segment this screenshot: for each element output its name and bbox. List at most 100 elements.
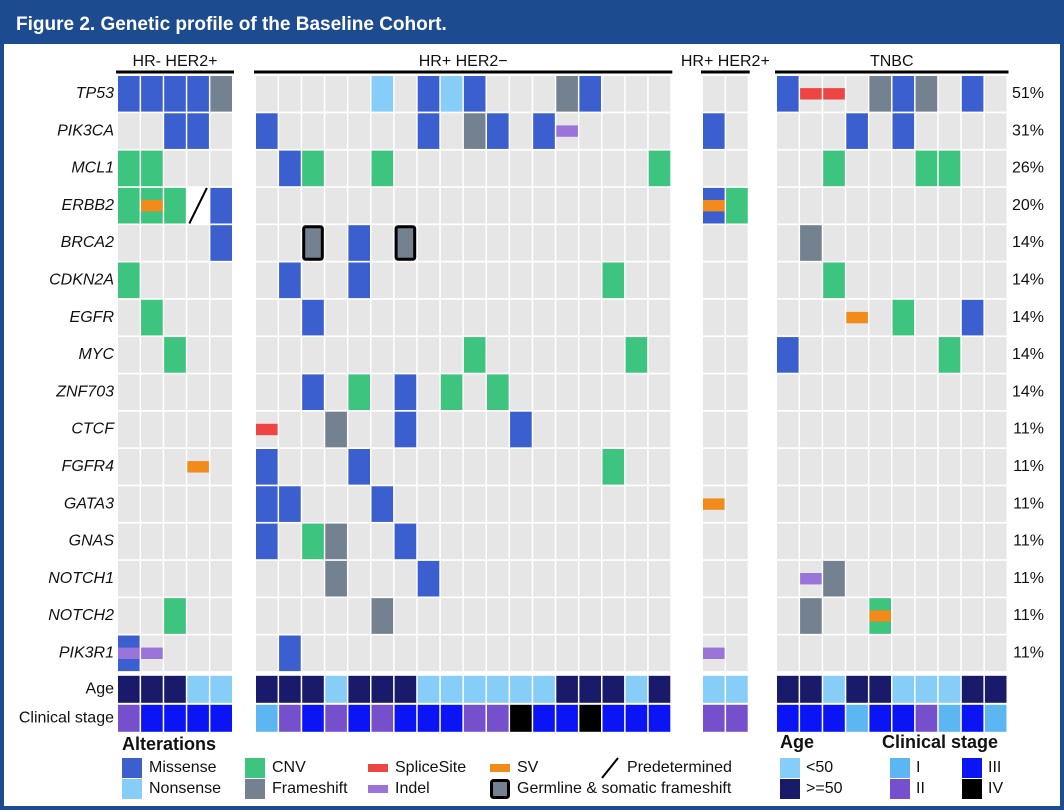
cell-background bbox=[325, 76, 347, 112]
gene-label: GATA3 bbox=[64, 495, 114, 512]
cell-background bbox=[556, 262, 578, 299]
cell-background bbox=[579, 598, 601, 634]
cell-background bbox=[487, 299, 509, 336]
alteration-cell bbox=[210, 187, 232, 224]
cell-background bbox=[703, 449, 725, 485]
alteration-cell bbox=[371, 76, 394, 112]
cell-background bbox=[325, 374, 347, 410]
age-cell bbox=[325, 675, 347, 703]
cell-background bbox=[210, 560, 232, 597]
cell-background bbox=[846, 486, 868, 522]
legend-label: Nonsense bbox=[149, 780, 221, 797]
cell-background bbox=[394, 635, 417, 672]
cell-background bbox=[348, 299, 370, 336]
cell-background bbox=[892, 411, 915, 448]
alteration-cell bbox=[325, 523, 347, 560]
cell-background bbox=[602, 635, 625, 672]
cell-background bbox=[648, 560, 671, 597]
cell-background bbox=[726, 225, 748, 261]
cell-background bbox=[915, 337, 938, 373]
cell-background bbox=[648, 598, 671, 634]
cell-background bbox=[325, 299, 347, 336]
cell-background bbox=[777, 374, 799, 410]
stage-cell bbox=[279, 704, 301, 732]
alteration-cell bbox=[210, 225, 232, 261]
percent-label: 11% bbox=[1013, 458, 1044, 475]
cell-background bbox=[394, 113, 417, 149]
stage-cell bbox=[800, 704, 822, 732]
cell-background bbox=[823, 635, 845, 672]
stage-cell bbox=[256, 704, 278, 732]
cell-background bbox=[869, 411, 891, 448]
cell-background bbox=[118, 560, 140, 597]
cell-background bbox=[726, 449, 748, 485]
cell-background bbox=[417, 337, 440, 373]
cell-background bbox=[141, 560, 163, 597]
alteration-cell bbox=[823, 262, 845, 299]
title-bar bbox=[0, 0, 1064, 44]
cell-background bbox=[625, 598, 648, 634]
alteration-cell bbox=[463, 113, 486, 149]
age-cell bbox=[648, 675, 671, 703]
cell-background bbox=[417, 225, 440, 261]
percent-label: 51% bbox=[1012, 85, 1044, 102]
alteration-bar bbox=[141, 200, 163, 212]
cell-background bbox=[892, 560, 915, 597]
cell-background bbox=[417, 150, 440, 187]
cell-background bbox=[348, 598, 370, 634]
legend-swatch bbox=[245, 779, 265, 799]
alteration-bar bbox=[800, 573, 822, 585]
cell-background bbox=[869, 150, 891, 187]
cell-background bbox=[579, 560, 601, 597]
age-cell bbox=[915, 675, 938, 703]
cell-background bbox=[915, 187, 938, 224]
alteration-cell bbox=[187, 76, 209, 112]
cell-background bbox=[800, 411, 822, 448]
alteration-bar bbox=[823, 88, 845, 100]
cell-background bbox=[915, 560, 938, 597]
cell-background bbox=[703, 598, 725, 634]
age-cell bbox=[487, 675, 509, 703]
cell-background bbox=[938, 449, 961, 485]
cell-background bbox=[394, 486, 417, 522]
alteration-bar bbox=[141, 647, 163, 659]
cell-background bbox=[118, 225, 140, 261]
cell-background bbox=[703, 262, 725, 299]
cell-background bbox=[533, 337, 555, 373]
cell-background bbox=[648, 486, 671, 522]
alteration-cell bbox=[510, 411, 532, 448]
cell-background bbox=[510, 523, 532, 560]
cell-background bbox=[325, 225, 347, 261]
cell-background bbox=[164, 635, 186, 672]
cell-background bbox=[984, 299, 1007, 336]
cell-background bbox=[648, 523, 671, 560]
group-label: TNBC bbox=[870, 53, 914, 70]
cell-background bbox=[823, 449, 845, 485]
alteration-cell bbox=[256, 449, 278, 485]
stage-cell bbox=[371, 704, 394, 732]
cell-background bbox=[141, 486, 163, 522]
alteration-cell bbox=[187, 113, 209, 149]
legend-label: SpliceSite bbox=[395, 759, 466, 776]
age-cell bbox=[892, 675, 915, 703]
gene-label: EGFR bbox=[70, 309, 115, 326]
cell-background bbox=[187, 486, 209, 522]
cell-background bbox=[579, 523, 601, 560]
cell-background bbox=[371, 337, 394, 373]
cell-background bbox=[510, 187, 532, 224]
cell-background bbox=[487, 560, 509, 597]
cell-background bbox=[463, 411, 486, 448]
stage-cell bbox=[579, 704, 601, 732]
cell-background bbox=[440, 449, 463, 485]
cell-background bbox=[726, 113, 748, 149]
age-cell bbox=[210, 675, 232, 703]
alteration-cell bbox=[440, 374, 463, 410]
cell-background bbox=[938, 113, 961, 149]
alteration-cell bbox=[463, 337, 486, 373]
cell-background bbox=[533, 299, 555, 336]
cell-background bbox=[118, 598, 140, 634]
alteration-cell bbox=[118, 187, 140, 224]
cell-background bbox=[726, 76, 748, 112]
cell-background bbox=[256, 225, 278, 261]
legend-swatch bbox=[962, 758, 982, 778]
